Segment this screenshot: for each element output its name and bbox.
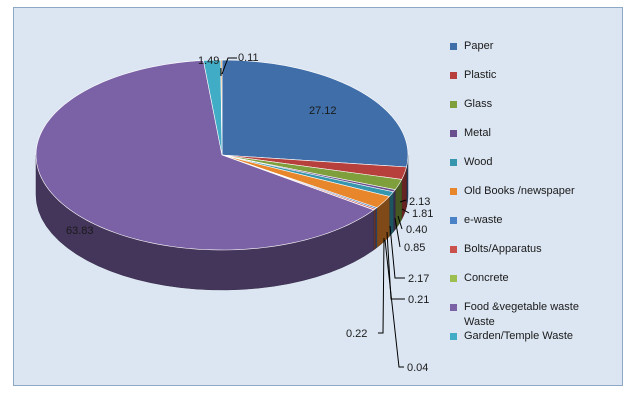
legend-label: Wood [464, 156, 493, 168]
legend-label: Waste [464, 316, 495, 328]
legend-label: Plastic [464, 69, 497, 81]
leader-concrete [384, 239, 404, 368]
data-label-metal: 0.40 [406, 224, 427, 236]
data-label-food: 63.83 [66, 225, 94, 237]
legend-swatch [450, 275, 457, 282]
legend-swatch [450, 101, 457, 108]
leader-plastic [399, 199, 407, 203]
legend-label: Glass [464, 98, 493, 110]
data-labels: 27.12 63.83 2.131.81 0.40 0.85 2.17 0.21 0.22 0.… [66, 52, 433, 374]
data-label-garden: 1.49 [198, 55, 219, 67]
leader-glass [401, 208, 410, 214]
pie-side-walls [35, 154, 409, 291]
legend-swatch [450, 188, 457, 195]
leader-old-books [389, 225, 405, 279]
legend-swatch [450, 130, 457, 137]
legend-label: Concrete [464, 272, 509, 284]
pie-slice-paper [221, 59, 409, 168]
data-label-glass: 1.81 [412, 208, 433, 220]
legend-label: Paper [464, 40, 494, 52]
leader-bolts [378, 237, 385, 334]
pie-side-metal [393, 188, 396, 233]
leader-wood [394, 217, 401, 248]
data-label-concrete: 0.04 [407, 362, 428, 374]
legend-label: e-waste [464, 214, 503, 226]
leader-metal [397, 215, 403, 230]
data-label-e-waste: 0.21 [408, 294, 429, 306]
legend-label: Bolts/Apparatus [464, 243, 542, 255]
data-label-paper: 27.12 [309, 105, 337, 117]
legend-swatch [450, 72, 457, 79]
pie-slice-food-vegetable-waste-waste [35, 60, 375, 251]
legend-label: Food &vegetable waste [464, 301, 579, 313]
leader-0-11 [221, 57, 237, 75]
leader-e-waste [386, 231, 405, 300]
data-label-old-books: 2.17 [408, 273, 429, 285]
legend-swatch [450, 159, 457, 166]
data-label-bolts: 0.22 [346, 328, 367, 340]
data-label-0-11: 0.11 [238, 52, 259, 64]
legend-swatch [450, 246, 457, 253]
legend-swatch [450, 43, 457, 50]
pie-slice-slice-11 [220, 59, 223, 156]
data-label-wood: 0.85 [404, 242, 425, 254]
legend-label: Garden/Temple Waste [464, 330, 574, 342]
legend-label: Metal [464, 127, 491, 139]
legend-swatch [450, 304, 457, 311]
pie-top [35, 59, 409, 251]
data-label-plastic: 2.13 [409, 196, 430, 208]
legend-label: Old Books /newspaper [464, 185, 575, 197]
legend-swatch [450, 333, 457, 340]
legend-swatch [450, 217, 457, 224]
